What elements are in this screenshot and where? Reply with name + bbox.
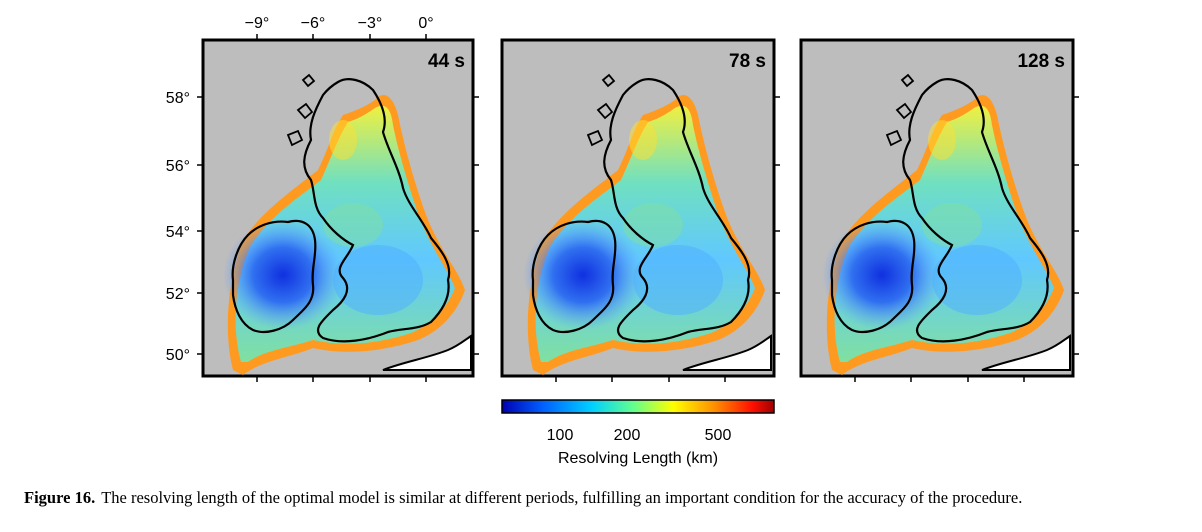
latitude-tick-label: 50°: [166, 347, 190, 364]
latitude-tick-label: 58°: [166, 90, 190, 107]
latitude-tick-label: 52°: [166, 286, 190, 303]
right-ticks: [473, 96, 1079, 355]
colorbar-tick-label: 200: [614, 427, 641, 444]
latitude-tick-label: 56°: [166, 158, 190, 175]
map-panel-78s: 78 s: [500, 38, 776, 378]
colorbar-gradient: [501, 399, 775, 414]
figure-label: Figure 16.: [24, 488, 96, 507]
map-panel-44s: 44 s: [201, 38, 475, 378]
longitude-tick-label: 0°: [418, 15, 433, 32]
bottom-ticks: [256, 376, 1025, 382]
longitude-tick-label: −3°: [358, 15, 383, 32]
caption-text: The resolving length of the optimal mode…: [101, 488, 1023, 507]
longitude-tick-label: −9°: [245, 15, 270, 32]
latitude-axis: 58° 56° 54° 52° 50°: [166, 90, 203, 364]
period-label: 78 s: [729, 51, 766, 72]
colorbar-label: Resolving Length (km): [558, 450, 718, 467]
map-panel-128s: 128 s: [799, 38, 1075, 378]
colorbar: 100 200 500 Resolving Length (km): [501, 399, 775, 467]
figure-caption: Figure 16. The resolving length of the op…: [24, 488, 1194, 508]
latitude-tick-label: 54°: [166, 224, 190, 241]
longitude-tick-label: −6°: [301, 15, 326, 32]
longitude-axis: −9° −6° −3° 0°: [245, 15, 434, 40]
period-label: 128 s: [1017, 51, 1065, 72]
colorbar-tick-label: 500: [705, 427, 732, 444]
colorbar-tick-label: 100: [547, 427, 574, 444]
period-label: 44 s: [428, 51, 465, 72]
